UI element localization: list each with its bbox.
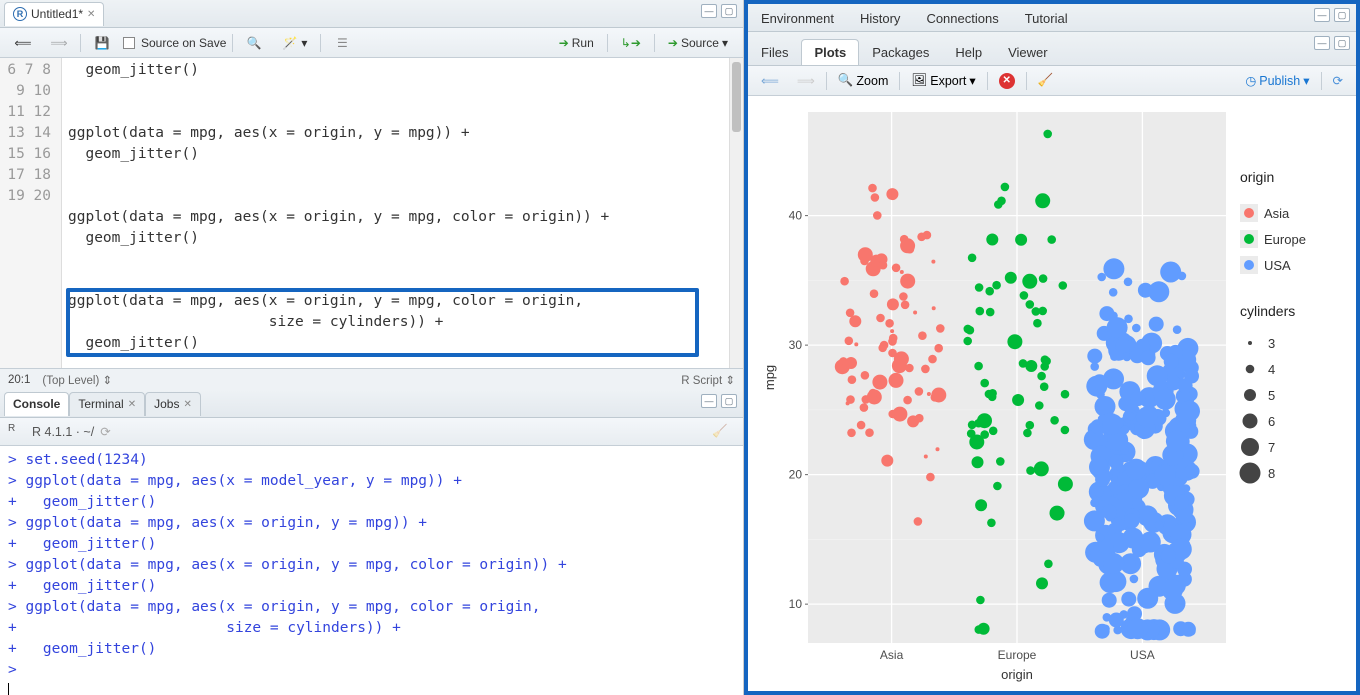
console-prompt-label: R 4.1.1 · ~/	[32, 425, 94, 439]
rerun-icon[interactable]: ↳➔	[614, 33, 648, 53]
svg-text:7: 7	[1268, 440, 1275, 455]
tab-packages[interactable]: Packages	[859, 39, 942, 65]
tab-terminal[interactable]: Terminal ✕	[69, 392, 145, 416]
editor-pane: R Untitled1* ✕ — ▢ ⟸ ⟹ 💾 Source on Save …	[0, 0, 743, 390]
zoom-button[interactable]: 🔍 Zoom	[831, 70, 896, 91]
source-on-save-label: Source on Save	[141, 36, 226, 50]
editor-tabbar: R Untitled1* ✕ — ▢	[0, 0, 743, 28]
close-icon[interactable]: ✕	[87, 9, 95, 20]
ggplot-chart: 10 20 30 40 Asia Europe USA mpg origin origin Asia…	[758, 104, 1346, 683]
outline-icon[interactable]: ☰	[327, 32, 357, 54]
svg-text:3: 3	[1268, 336, 1275, 351]
clear-icon[interactable]: 🧹	[705, 421, 735, 443]
editor-tab-title: Untitled1*	[31, 7, 83, 21]
code-editor[interactable]: 6 7 8 9 10 11 12 13 14 15 16 17 18 19 20…	[0, 58, 743, 368]
find-icon[interactable]: 🔍	[239, 32, 269, 54]
minimize-icon[interactable]: —	[701, 394, 717, 408]
source-button[interactable]: ➔Source ▾	[661, 33, 735, 53]
tab-tutorial[interactable]: Tutorial	[1012, 5, 1081, 31]
close-icon[interactable]: ✕	[128, 399, 136, 410]
export-button[interactable]: 🖼 Export ▾	[904, 70, 982, 91]
maximize-icon[interactable]: ▢	[721, 4, 737, 18]
tab-console[interactable]: Console	[4, 392, 69, 416]
console-toolbar: R R 4.1.1 · ~/ ⟳ 🧹	[0, 418, 743, 446]
svg-text:USA: USA	[1264, 258, 1291, 273]
line-gutter: 6 7 8 9 10 11 12 13 14 15 16 17 18 19 20	[0, 58, 62, 368]
pane-controls: — ▢	[1314, 36, 1350, 50]
svg-text:Asia: Asia	[880, 648, 904, 662]
r-icon: R	[8, 423, 26, 441]
close-icon: ✕	[999, 73, 1015, 89]
console-pane: Console Terminal ✕ Jobs ✕ — ▢ R R 4.1.1 …	[0, 390, 743, 695]
r-icon: R	[13, 7, 27, 21]
svg-text:40: 40	[789, 209, 803, 223]
maximize-icon[interactable]: ▢	[1334, 8, 1350, 22]
code-body[interactable]: geom_jitter() ggplot(data = mpg, aes(x =…	[62, 58, 743, 368]
plots-toolbar: ⟸ ⟹ 🔍 Zoom 🖼 Export ▾ ✕ 🧹 ◷ Publish ▾ ⟳	[748, 66, 1356, 96]
editor-toolbar: ⟸ ⟹ 💾 Source on Save 🔍 🪄▾ ☰ ➔Run ↳➔ ➔Sou…	[0, 28, 743, 58]
lang-dropdown[interactable]: R Script ⇕	[681, 375, 735, 387]
tab-files[interactable]: Files	[748, 39, 801, 65]
editor-statusbar: 20:1 (Top Level) ⇕ R Script ⇕	[0, 368, 743, 390]
env-tabbar: Environment History Connections Tutorial…	[748, 4, 1356, 32]
next-plot-icon[interactable]: ⟹	[790, 70, 822, 91]
svg-text:origin: origin	[1240, 169, 1274, 185]
svg-text:cylinders: cylinders	[1240, 303, 1295, 319]
svg-text:5: 5	[1268, 388, 1275, 403]
minimize-icon[interactable]: —	[701, 4, 717, 18]
minimize-icon[interactable]: —	[1314, 36, 1330, 50]
source-on-save-checkbox[interactable]	[123, 37, 135, 49]
minimize-icon[interactable]: —	[1314, 8, 1330, 22]
left-column: R Untitled1* ✕ — ▢ ⟸ ⟹ 💾 Source on Save …	[0, 0, 744, 695]
svg-text:mpg: mpg	[762, 365, 777, 390]
svg-text:20: 20	[789, 468, 803, 482]
console-body[interactable]: > set.seed(1234) > ggplot(data = mpg, ae…	[0, 446, 743, 695]
pane-controls: — ▢	[1314, 8, 1350, 22]
tab-plots[interactable]: Plots	[801, 39, 859, 65]
svg-text:6: 6	[1268, 414, 1275, 429]
svg-text:8: 8	[1268, 466, 1275, 481]
scrollbar[interactable]	[729, 58, 743, 368]
tab-jobs[interactable]: Jobs ✕	[145, 392, 201, 416]
svg-text:30: 30	[789, 338, 803, 352]
svg-text:Europe: Europe	[998, 648, 1037, 662]
tab-connections[interactable]: Connections	[913, 5, 1011, 31]
console-tabbar: Console Terminal ✕ Jobs ✕ — ▢	[0, 390, 743, 418]
cursor-pos: 20:1	[8, 374, 30, 386]
right-column: Environment History Connections Tutorial…	[744, 0, 1360, 695]
scroll-thumb[interactable]	[732, 62, 741, 132]
plot-area: 10 20 30 40 Asia Europe USA mpg origin origin Asia…	[748, 96, 1356, 691]
run-button[interactable]: ➔Run	[552, 33, 601, 53]
editor-tab[interactable]: R Untitled1* ✕	[4, 2, 104, 26]
maximize-icon[interactable]: ▢	[1334, 36, 1350, 50]
tab-viewer[interactable]: Viewer	[995, 39, 1061, 65]
files-tabbar: Files Plots Packages Help Viewer — ▢	[748, 32, 1356, 66]
pane-controls: — ▢	[701, 394, 737, 408]
svg-text:4: 4	[1268, 362, 1275, 377]
refresh-icon[interactable]: ⟳	[1326, 70, 1350, 91]
scope-dropdown[interactable]: (Top Level) ⇕	[42, 373, 112, 387]
svg-text:Asia: Asia	[1264, 206, 1290, 221]
svg-text:USA: USA	[1130, 648, 1155, 662]
prev-plot-icon[interactable]: ⟸	[754, 70, 786, 91]
back-icon[interactable]: ⟸	[8, 32, 38, 54]
maximize-icon[interactable]: ▢	[721, 394, 737, 408]
tab-environment[interactable]: Environment	[748, 5, 847, 31]
tab-help[interactable]: Help	[942, 39, 995, 65]
svg-text:origin: origin	[1001, 667, 1033, 682]
save-icon[interactable]: 💾	[87, 32, 117, 54]
svg-text:10: 10	[789, 597, 803, 611]
forward-icon[interactable]: ⟹	[44, 32, 74, 54]
svg-text:Europe: Europe	[1264, 232, 1306, 247]
clear-plots-icon[interactable]: 🧹	[1031, 70, 1061, 91]
close-icon[interactable]: ✕	[183, 399, 191, 410]
remove-plot-icon[interactable]: ✕	[992, 70, 1022, 92]
pane-controls: — ▢	[701, 4, 737, 18]
tab-history[interactable]: History	[847, 5, 913, 31]
wand-icon[interactable]: 🪄▾	[275, 32, 314, 54]
publish-button[interactable]: ◷ Publish ▾	[1238, 70, 1316, 91]
